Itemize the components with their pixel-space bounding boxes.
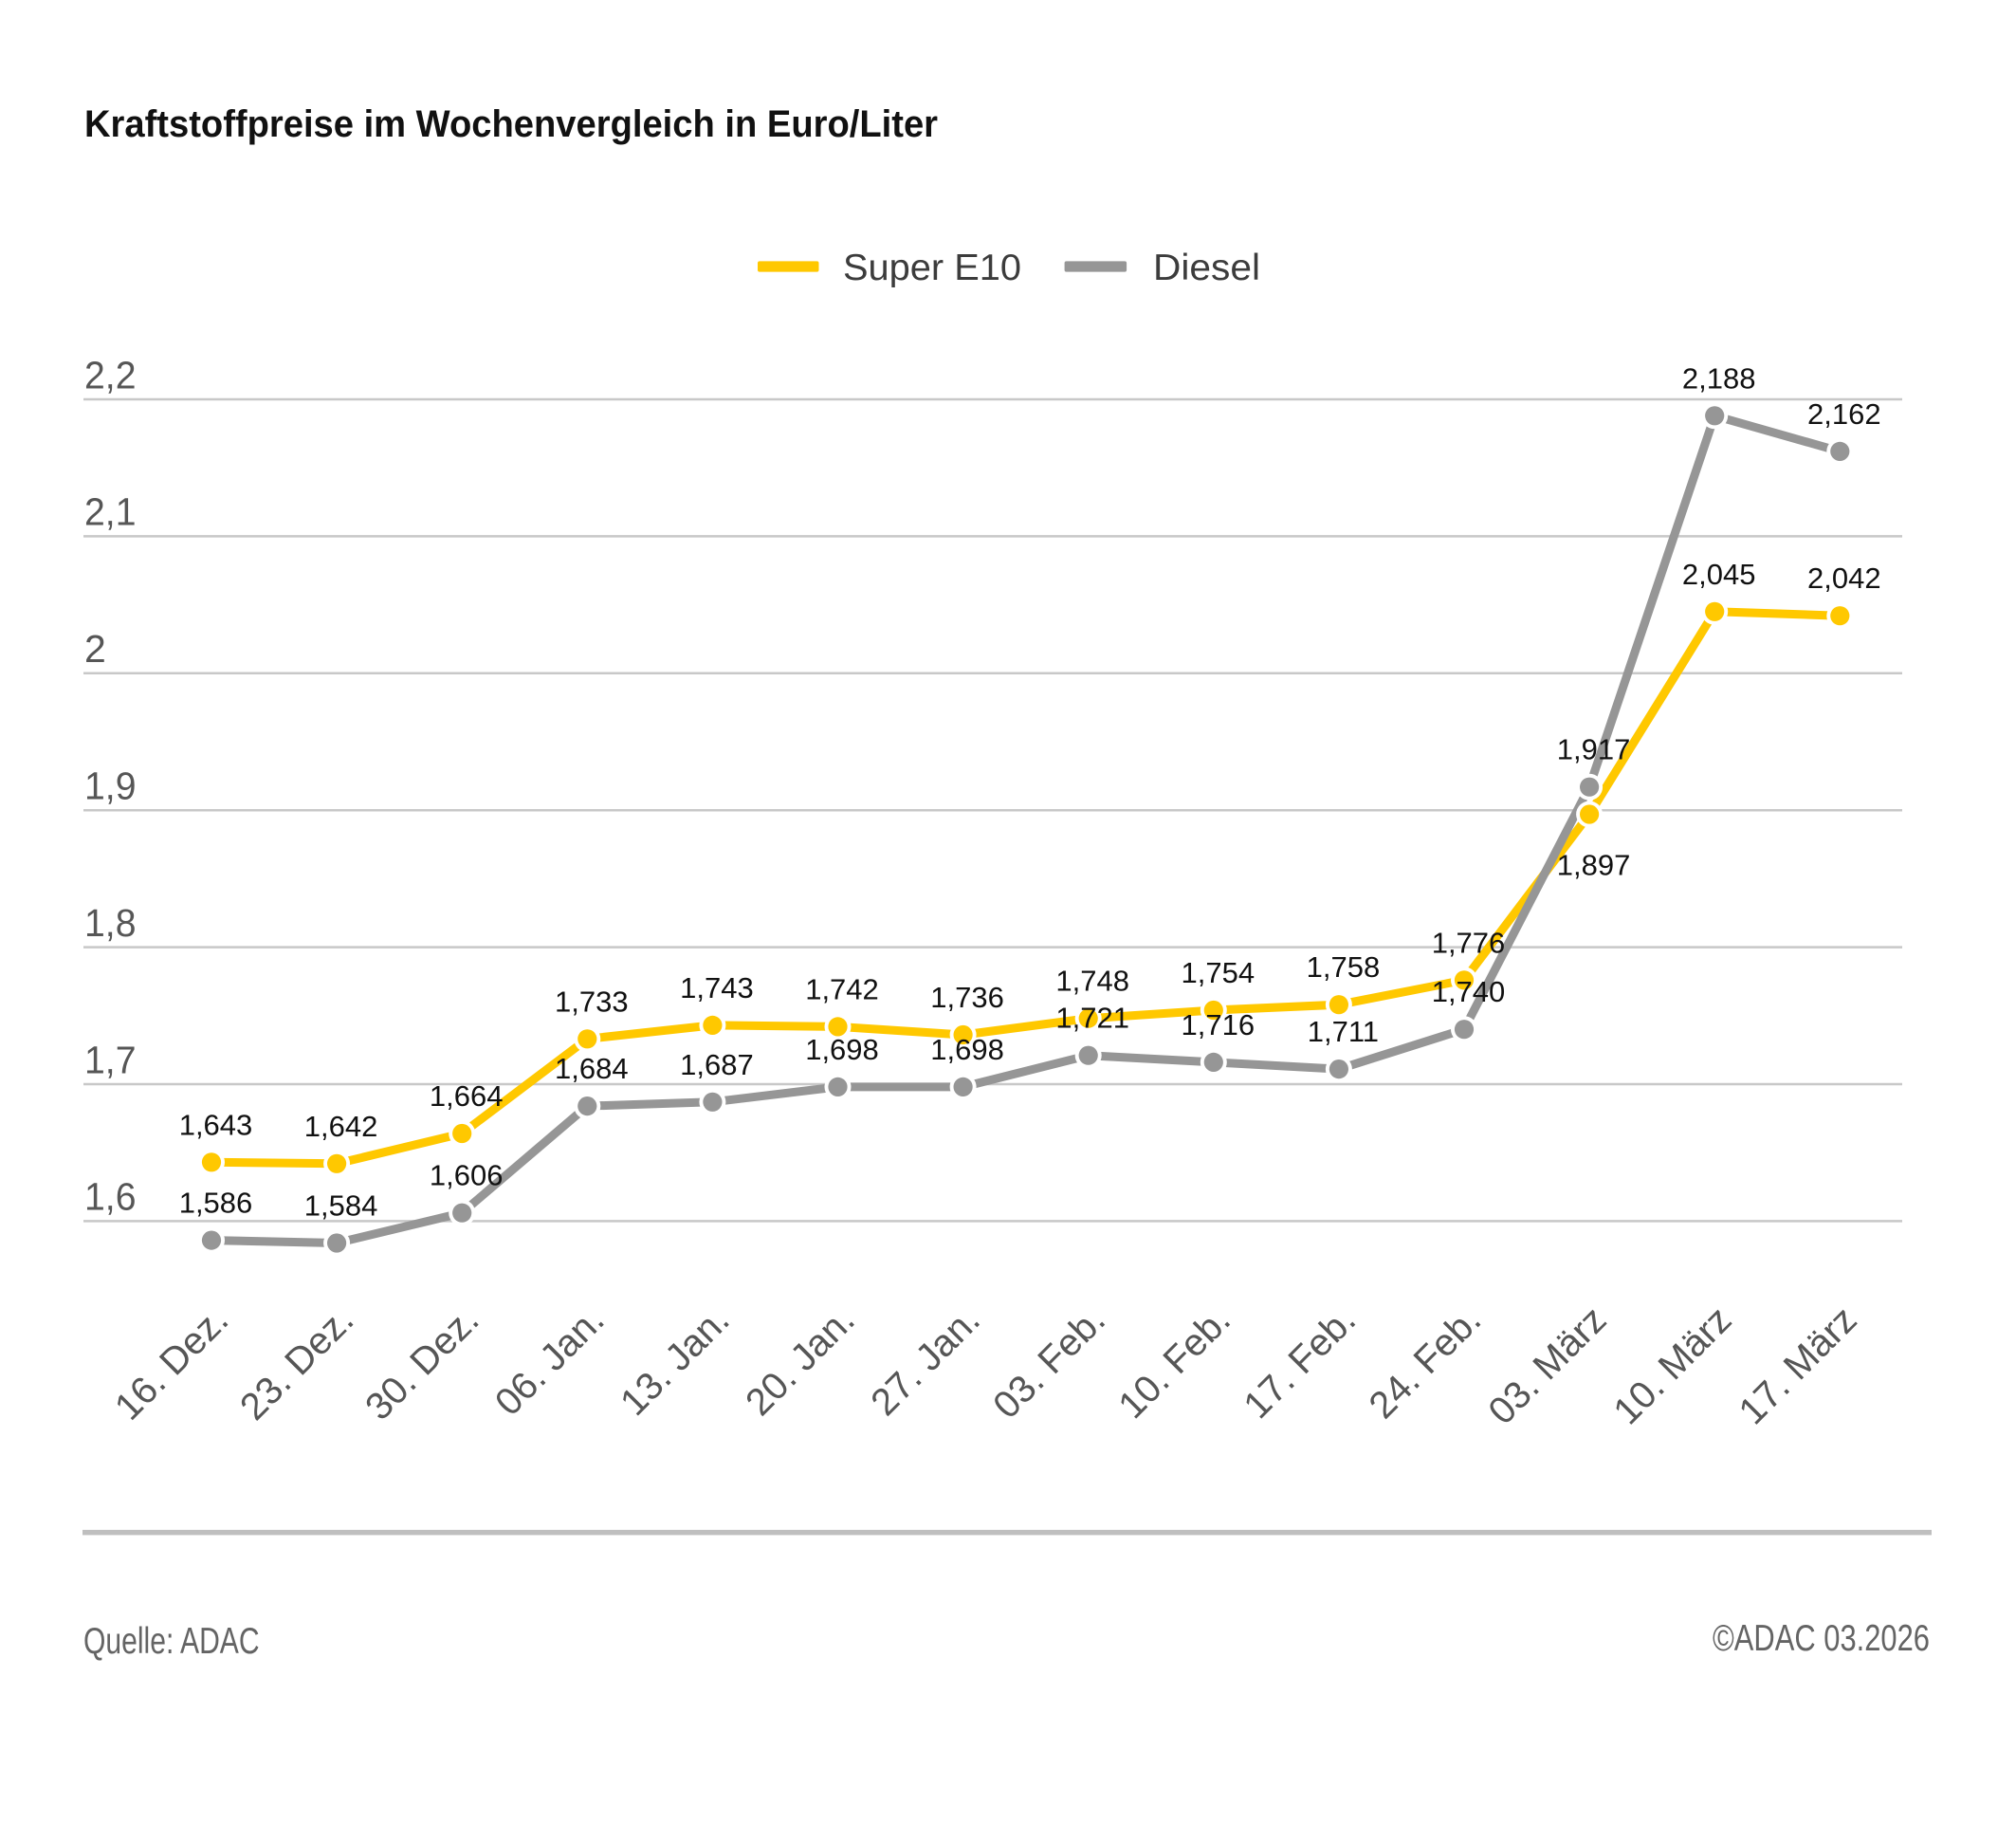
svg-text:Quelle: ADAC: Quelle: ADAC xyxy=(83,1621,260,1662)
svg-text:1,687: 1,687 xyxy=(680,1048,754,1081)
svg-text:1,684: 1,684 xyxy=(555,1052,629,1085)
svg-text:2,042: 2,042 xyxy=(1807,562,1881,595)
svg-text:1,733: 1,733 xyxy=(555,985,629,1018)
svg-text:Diesel: Diesel xyxy=(1153,248,1260,288)
svg-text:1,721: 1,721 xyxy=(1055,1002,1129,1035)
svg-text:Super E10: Super E10 xyxy=(843,248,1021,288)
svg-text:1,897: 1,897 xyxy=(1557,849,1631,882)
svg-text:2,1: 2,1 xyxy=(84,490,137,534)
svg-text:1,606: 1,606 xyxy=(430,1159,504,1192)
svg-text:1,754: 1,754 xyxy=(1182,956,1255,989)
svg-text:1,758: 1,758 xyxy=(1307,950,1381,984)
svg-text:2: 2 xyxy=(84,627,106,671)
svg-text:1,698: 1,698 xyxy=(805,1033,879,1066)
svg-text:2,2: 2,2 xyxy=(84,353,137,396)
svg-text:2,045: 2,045 xyxy=(1682,558,1756,591)
svg-text:2,162: 2,162 xyxy=(1807,397,1881,431)
svg-text:1,586: 1,586 xyxy=(179,1187,253,1220)
svg-text:1,917: 1,917 xyxy=(1557,733,1631,766)
svg-text:1,642: 1,642 xyxy=(304,1110,378,1143)
svg-text:1,748: 1,748 xyxy=(1055,965,1129,998)
svg-text:1,716: 1,716 xyxy=(1182,1008,1255,1041)
svg-text:1,7: 1,7 xyxy=(84,1038,137,1081)
svg-text:1,776: 1,776 xyxy=(1432,926,1506,959)
svg-text:1,643: 1,643 xyxy=(179,1108,253,1141)
svg-text:1,743: 1,743 xyxy=(680,971,754,1004)
svg-text:1,664: 1,664 xyxy=(430,1079,504,1113)
svg-text:1,8: 1,8 xyxy=(84,901,137,945)
svg-text:1,740: 1,740 xyxy=(1432,975,1506,1008)
svg-text:Kraftstoffpreise im Wochenverg: Kraftstoffpreise im Wochenvergleich in E… xyxy=(84,103,938,145)
svg-text:2,188: 2,188 xyxy=(1682,361,1756,395)
svg-text:1,584: 1,584 xyxy=(304,1189,378,1223)
svg-text:1,6: 1,6 xyxy=(84,1175,137,1219)
svg-text:1,742: 1,742 xyxy=(805,972,879,1005)
svg-text:1,711: 1,711 xyxy=(1308,1015,1379,1048)
svg-text:1,698: 1,698 xyxy=(930,1033,1004,1066)
svg-text:1,736: 1,736 xyxy=(930,981,1004,1014)
svg-text:1,9: 1,9 xyxy=(84,765,137,808)
svg-text:©ADAC 03.2026: ©ADAC 03.2026 xyxy=(1713,1618,1930,1659)
